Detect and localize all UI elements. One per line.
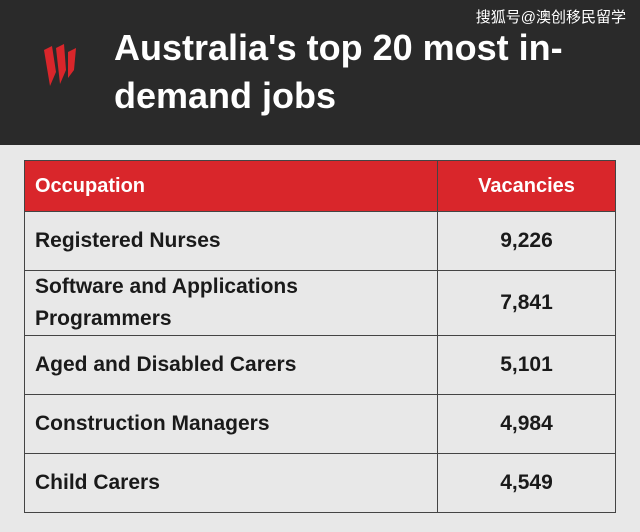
occupation-cell: Aged and Disabled Carers	[24, 335, 438, 395]
vacancies-cell: 4,549	[437, 453, 616, 513]
occupation-cell: Registered Nurses	[24, 211, 438, 271]
table-row: Aged and Disabled Carers 5,101	[24, 335, 616, 395]
header-band: 搜狐号@澳创移民留学 Australia's top 20 most in-de…	[0, 0, 640, 145]
header-row: Occupation Vacancies	[24, 160, 616, 212]
table-body: Registered Nurses 9,226 Software and Appli…	[24, 211, 616, 513]
table-row: Construction Managers 4,984	[24, 394, 616, 454]
occupation-cell: Software and Applications Programmers	[24, 270, 438, 336]
jobs-table: Occupation Vacancies Registered Nurses 9,2…	[24, 160, 616, 513]
vacancies-cell: 4,984	[437, 394, 616, 454]
table-row: Software and Applications Programmers 7,8…	[24, 270, 616, 336]
vacancies-cell: 7,841	[437, 270, 616, 336]
column-header: Occupation	[24, 160, 438, 212]
column-header: Vacancies	[437, 160, 616, 212]
occupation-cell: Child Carers	[24, 453, 438, 513]
logo	[44, 44, 76, 86]
occupation-cell: Construction Managers	[24, 394, 438, 454]
table-row: Child Carers 4,549	[24, 453, 616, 513]
watermark: 搜狐号@澳创移民留学	[475, 9, 626, 26]
vacancies-cell: 9,226	[437, 211, 616, 271]
table-row: Registered Nurses 9,226	[24, 211, 616, 271]
title: Australia's top 20 most in-demand jobs	[114, 27, 563, 116]
vacancies-cell: 5,101	[437, 335, 616, 395]
